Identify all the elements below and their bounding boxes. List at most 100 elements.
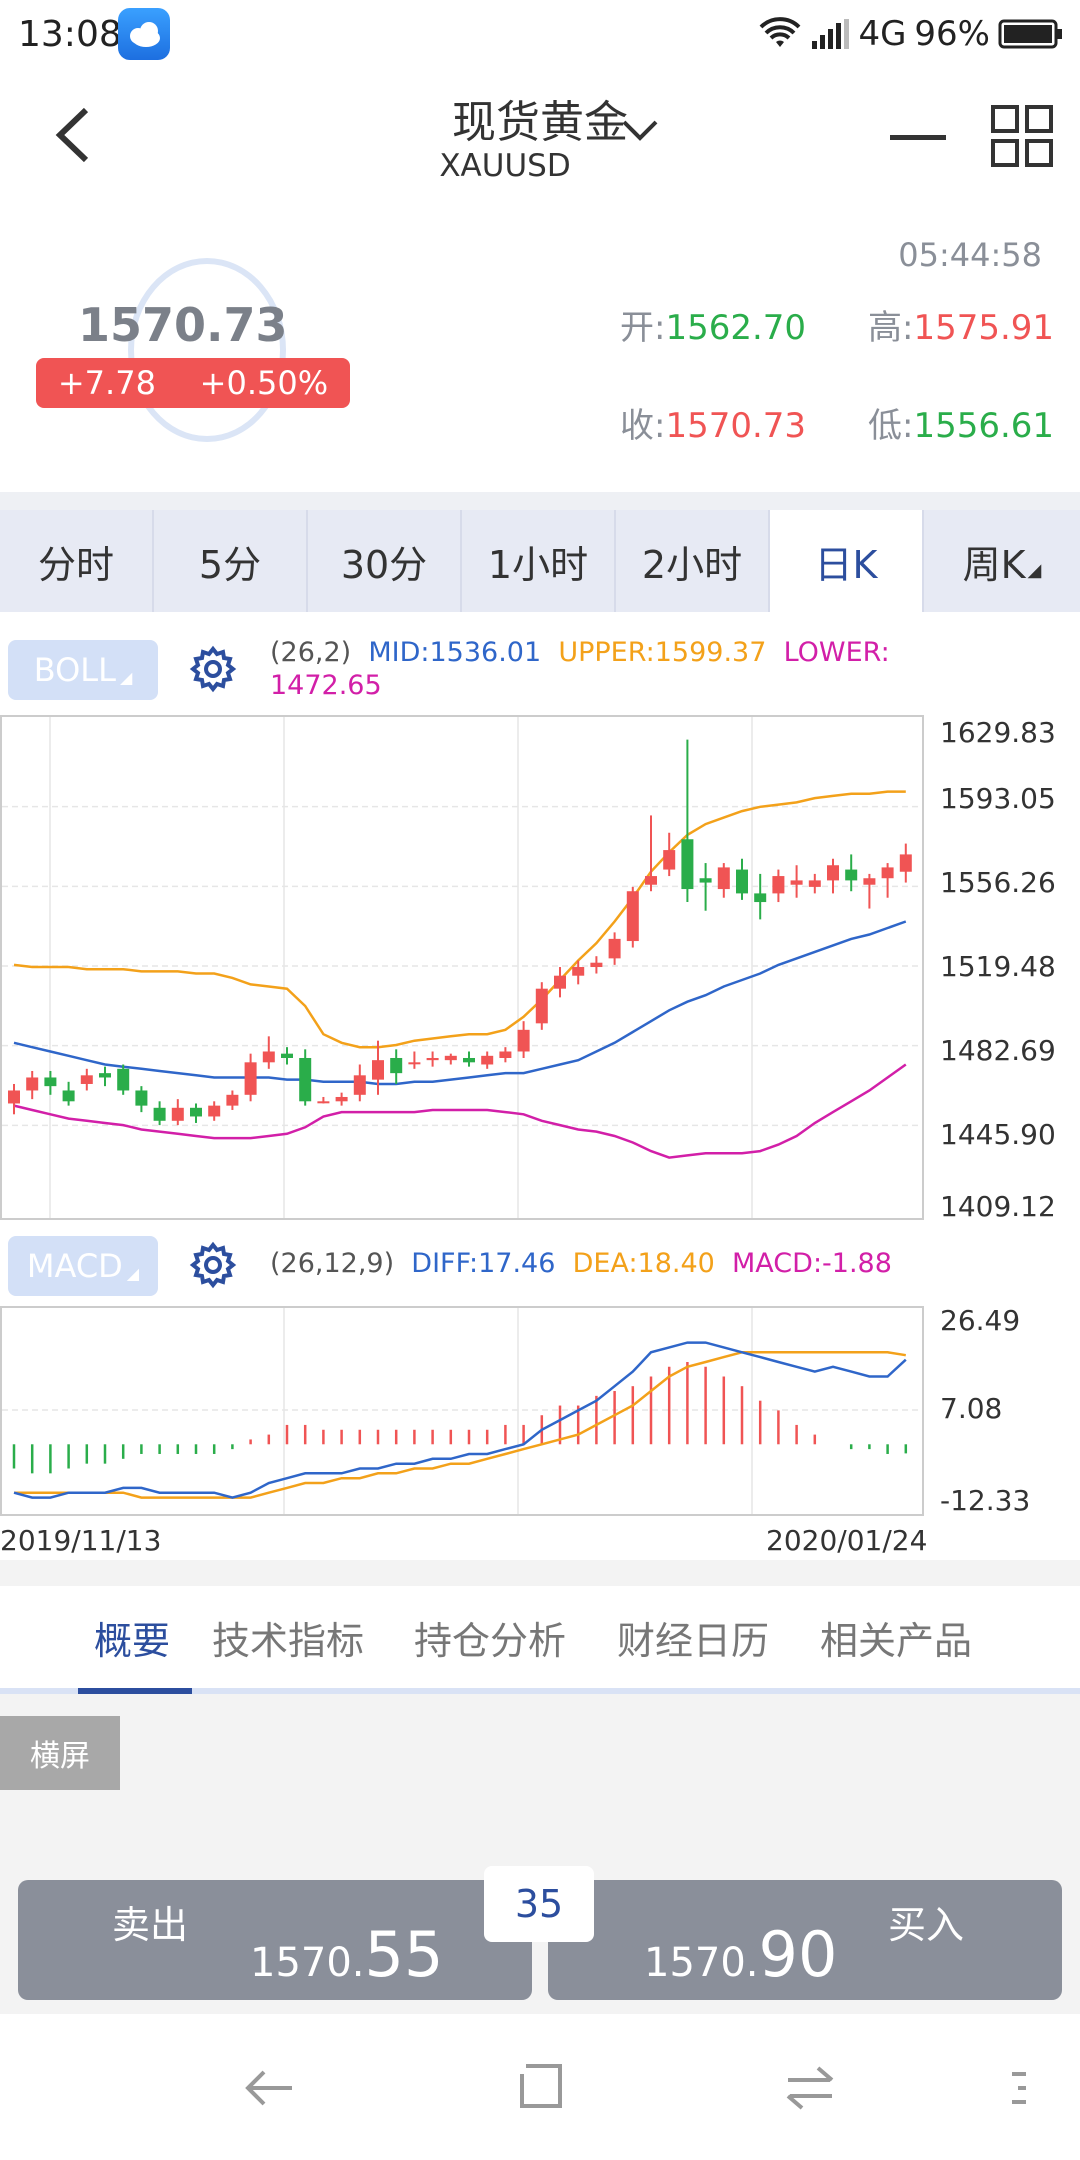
candlestick-chart[interactable]	[0, 715, 930, 1220]
candle-body	[244, 1062, 257, 1095]
boll-upper-line	[13, 790, 906, 1049]
tab-positions[interactable]: 持仓分析	[414, 1619, 567, 1663]
candle-body	[426, 1057, 439, 1061]
back-arrow-icon	[55, 107, 89, 163]
macd-indicator-button[interactable]: MACD ◢	[8, 1236, 158, 1296]
y-tick: 7.08	[940, 1392, 1003, 1425]
candle-body	[626, 891, 639, 942]
y-tick: 1482.69	[940, 1034, 1056, 1067]
candle-body	[408, 1062, 421, 1065]
weather-app-icon	[118, 8, 170, 60]
network-label: 4G	[858, 14, 907, 54]
candle-body	[481, 1055, 494, 1065]
dropdown-triangle-icon: ◢	[119, 667, 133, 687]
sell-label: 卖出	[112, 1903, 189, 1947]
buy-label: 买入	[888, 1903, 965, 1947]
candle-body	[372, 1060, 384, 1080]
open-stat: 开:1562.70	[620, 308, 807, 348]
separator	[0, 1560, 1080, 1586]
tab-calendar[interactable]: 财经日历	[617, 1619, 770, 1663]
battery-label: 96%	[914, 14, 990, 54]
candle-body	[390, 1057, 403, 1074]
macd-chart[interactable]	[0, 1306, 930, 1516]
nav-home-icon[interactable]	[516, 2062, 566, 2112]
buy-button[interactable]: 买入 1570.90	[548, 1880, 1062, 2000]
y-tick: 26.49	[940, 1304, 1021, 1337]
candle-body	[736, 869, 748, 894]
period-tab-weekly[interactable]: 周K ◢	[962, 542, 1042, 587]
y-tick: 1519.48	[940, 950, 1056, 983]
candle-body	[517, 1029, 530, 1052]
x-tick-end: 2020/01/24	[766, 1524, 928, 1557]
dropdown-triangle-icon: ◢	[1027, 559, 1042, 581]
candle-body	[772, 876, 785, 894]
nav-menu-icon[interactable]	[1008, 2066, 1038, 2112]
candle-body	[190, 1107, 202, 1117]
candle-body	[262, 1051, 275, 1063]
close-stat: 收:1570.73	[620, 406, 807, 446]
candle-body	[171, 1107, 184, 1121]
candle-body	[444, 1055, 457, 1061]
y-tick: 1409.12	[940, 1190, 1056, 1223]
change-percent: +0.50%	[199, 364, 329, 402]
candle-body	[554, 975, 566, 989]
candle-body	[117, 1068, 130, 1091]
dea-line	[14, 1351, 906, 1499]
signal-icon	[812, 19, 850, 49]
x-tick-start: 2019/11/13	[0, 1524, 162, 1557]
candle-body	[317, 1101, 330, 1104]
change-value: +7.78	[57, 364, 156, 402]
candle-body	[8, 1090, 20, 1104]
candle-body	[463, 1057, 475, 1063]
chevron-down-icon[interactable]	[618, 110, 662, 150]
price-ring	[128, 258, 286, 442]
boll-legend: (26,2) MID:1536.01 UPPER:1599.37 LOWER:	[270, 637, 890, 668]
candle-body	[99, 1073, 111, 1078]
page-title[interactable]: 现货黄金	[452, 97, 628, 148]
candle-body	[663, 850, 676, 870]
period-tab-30min[interactable]: 30分	[308, 510, 462, 612]
tab-technical[interactable]: 技术指标	[212, 1619, 365, 1663]
gear-icon[interactable]	[188, 1240, 238, 1290]
current-price: 1570.73	[78, 298, 288, 352]
candle-body	[645, 876, 657, 885]
nav-switch-icon[interactable]	[784, 2064, 836, 2112]
boll-indicator-button[interactable]: BOLL ◢	[8, 640, 158, 700]
y-tick: 1593.05	[940, 782, 1056, 815]
candle-body	[208, 1105, 221, 1117]
period-tab-1min[interactable]: 分时	[0, 510, 154, 612]
candle-body	[299, 1057, 312, 1102]
tab-related[interactable]: 相关产品	[820, 1619, 973, 1663]
gear-icon[interactable]	[188, 644, 238, 694]
period-tab-daily[interactable]: 日K	[770, 510, 924, 612]
candle-body	[353, 1075, 366, 1095]
candle-body	[572, 967, 585, 976]
tab-indicator	[78, 1688, 192, 1696]
candle-body	[281, 1053, 293, 1058]
grid-menu-icon[interactable]	[990, 104, 1054, 168]
dropdown-triangle-icon: ◢	[126, 1263, 140, 1283]
status-bar: 13:08 4G 96%	[0, 0, 1080, 72]
period-tab-5min[interactable]: 5分	[154, 510, 308, 612]
diff-line	[13, 1341, 907, 1499]
landscape-button[interactable]: 横屏	[0, 1716, 120, 1790]
minimize-icon[interactable]	[888, 108, 948, 168]
battery-icon	[998, 19, 1062, 49]
candle-body	[153, 1107, 166, 1121]
y-tick: -12.33	[940, 1484, 1031, 1517]
back-button[interactable]	[48, 100, 108, 170]
sell-button[interactable]: 卖出 1570.55	[18, 1880, 532, 2000]
candle-body	[80, 1075, 93, 1084]
candle-body	[808, 880, 821, 887]
tab-overview[interactable]: 概要	[94, 1619, 171, 1663]
wifi-icon	[760, 17, 801, 47]
system-nav-bar	[0, 2014, 1080, 2160]
quote-time: 05:44:58	[898, 236, 1042, 274]
candle-body	[899, 854, 912, 872]
period-tab-2hour[interactable]: 2小时	[616, 510, 770, 612]
chart-frame	[0, 1306, 924, 1516]
period-tab-1hour[interactable]: 1小时	[462, 510, 616, 612]
nav-back-icon[interactable]	[244, 2064, 296, 2112]
y-tick: 1556.26	[940, 866, 1056, 899]
candle-body	[845, 869, 858, 881]
